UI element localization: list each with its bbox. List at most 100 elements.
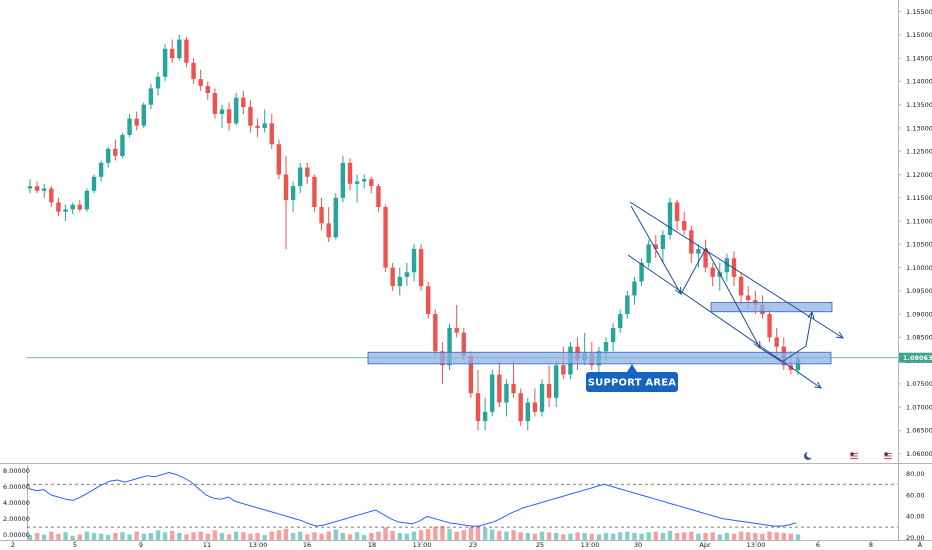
projection-path-segment[interactable] [781,345,807,363]
projection-path-segment[interactable] [680,247,707,295]
volume-bar [141,533,146,540]
candle-body [682,221,687,231]
candle [497,360,502,408]
candle-body [376,186,381,208]
volume-bar [347,534,353,540]
candle-body [646,244,651,263]
candle [319,197,324,231]
volume-bar [447,528,452,540]
volume-bar [426,528,431,540]
candle [42,183,47,198]
candle [241,90,246,115]
projection-path-segment-head [807,310,815,319]
candle-body [490,374,495,412]
candle-body [84,190,90,210]
support-area-callout[interactable]: SUPPORT AREA [586,364,678,392]
volume-bar [696,533,701,540]
volume-bar [219,533,225,540]
volume-bar [575,532,580,540]
candle-body [475,393,481,422]
oscillator-pane[interactable]: 8.00000 6.00000 4.00000 2.00000 0.00000 80.00… [3,467,925,542]
channel-lower-line[interactable] [627,254,822,389]
time-tick-label: 13:00 [747,541,766,549]
candle-body [177,39,182,59]
price-axis[interactable]: 1.15500 1.15000 1.14500 1.14000 1.13500 1.130… [898,8,932,458]
candle-body [639,262,644,282]
drawing-layer[interactable]: SUPPORT AREA [367,201,844,392]
candle [667,197,673,240]
oscillator-right-tick-label: 40.00 [906,513,925,521]
volume-bar [255,533,260,540]
candle [490,369,495,417]
candle-body [561,365,566,375]
candle [632,276,637,305]
volume-bar [248,533,253,540]
us-flag-icon [883,451,893,461]
candle-body [674,202,680,222]
resistance-zone[interactable] [710,302,833,313]
time-tick-label: 30 [634,541,642,549]
volume-bar [390,530,395,540]
candle-body [746,295,751,301]
candle-body [241,97,246,108]
candle [710,262,715,287]
candle [63,204,68,222]
moon-icon [804,451,814,460]
time-axis[interactable]: 2 5 9 11 13:00 16 18 13:00 23 25 13:00 30 Apr 13:00 6 8… [11,540,923,549]
support-zone[interactable] [367,351,832,365]
volume-bar [596,534,602,540]
price-tick-label: 1.06000 [906,450,932,458]
candle [298,162,303,194]
candle [689,225,694,263]
candle [212,88,218,119]
volume-bar [532,533,538,540]
candle [191,58,196,84]
projection-path-segment[interactable] [805,311,813,347]
candle-body [354,181,360,184]
volume-bar [148,533,154,540]
candle-body [738,276,744,296]
volume-bar [710,532,715,540]
candle [248,100,253,133]
channel-upper-line[interactable] [629,201,844,339]
volume-bar [610,533,616,540]
candle [312,174,317,212]
projection-path-segment[interactable] [630,205,682,295]
candle-body [34,186,40,191]
volume-bar [618,532,623,540]
candle [340,155,346,203]
oscillator-right-tick-label: 80.00 [906,470,925,478]
candle-body [689,230,694,254]
candle [724,253,730,282]
candle [610,323,616,352]
candle-body [319,207,324,224]
candle [682,211,687,235]
volume-bar [703,533,708,540]
projection-path-segment[interactable] [759,347,783,363]
candle-body [42,188,47,191]
volume-bar [298,531,303,540]
price-tick-label: 1.12000 [906,171,932,179]
candle-body [362,179,367,182]
projection-path-segment[interactable] [705,247,761,349]
price-tick-label: 1.13500 [906,101,932,109]
candle-body [134,118,139,126]
candle-body [482,411,488,422]
volume-bar [724,533,730,540]
time-tick-label: 13:00 [581,541,600,549]
candle-body [390,267,395,287]
price-tick-label: 1.09000 [906,310,932,318]
volume-bar [689,531,694,540]
candle [504,379,509,417]
candle-body [148,88,154,105]
candle-body [731,258,737,277]
candle-body [710,267,715,277]
candle [333,193,338,240]
candle-body [141,104,146,126]
candle-body [347,162,353,184]
volume-bar [646,532,651,540]
candle [155,72,161,96]
candle [511,360,516,398]
